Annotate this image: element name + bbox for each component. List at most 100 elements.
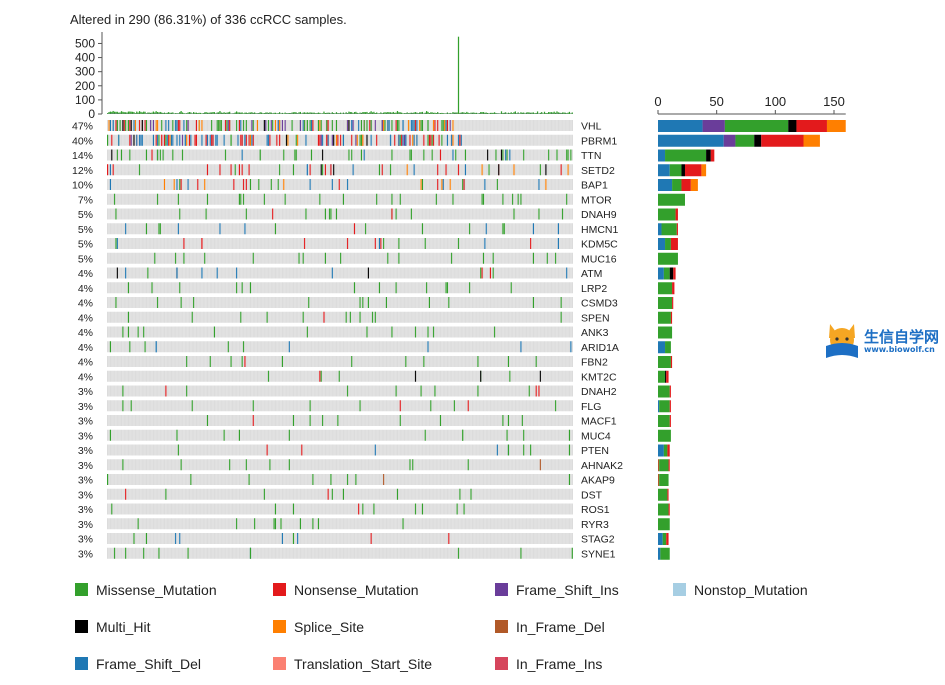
mutation-cell xyxy=(444,120,446,131)
mutation-cell xyxy=(568,444,571,456)
mutation-cell xyxy=(137,518,139,530)
tmb-bar xyxy=(342,112,345,114)
mutation-cell xyxy=(125,547,127,559)
mutation-cell xyxy=(492,267,494,279)
tmb-tick-label: 500 xyxy=(75,36,95,50)
mutation-cell xyxy=(351,134,353,146)
tmb-bar xyxy=(546,113,548,114)
mutation-cell xyxy=(507,444,510,456)
tmb-bar-other xyxy=(316,113,318,114)
tmb-bar-other xyxy=(446,113,449,114)
tmb-bar xyxy=(399,112,401,114)
tmb-bar xyxy=(535,112,537,114)
mutation-cell xyxy=(179,208,181,220)
tmb-bar xyxy=(495,112,497,114)
mutation-cell xyxy=(462,179,464,190)
mutation-cell xyxy=(452,120,454,131)
bar-segment xyxy=(658,311,671,324)
mutation-cell xyxy=(520,193,522,205)
mutation-cell xyxy=(511,193,514,205)
tmb-bar-other xyxy=(302,113,304,114)
mutation-cell xyxy=(119,120,121,131)
mutation-cell xyxy=(320,370,322,382)
legend-swatch xyxy=(75,583,88,596)
mutation-cell xyxy=(442,179,444,190)
bar-segment xyxy=(672,179,682,191)
mutation-cell xyxy=(382,238,385,249)
tmb-bar-other xyxy=(115,113,117,114)
mutation-cell xyxy=(457,547,460,559)
tmb-bar xyxy=(277,113,279,114)
bar-segment xyxy=(754,134,762,147)
tmb-bar xyxy=(388,112,390,114)
tmb-bar-other xyxy=(162,113,164,114)
mutation-cell xyxy=(190,134,192,146)
tmb-bar xyxy=(539,112,541,114)
mutation-cell xyxy=(467,459,469,471)
tmb-bar xyxy=(371,112,374,114)
mutation-cell xyxy=(571,547,573,559)
mutation-cell xyxy=(310,149,313,161)
tmb-bar xyxy=(238,112,240,114)
bar-segment xyxy=(669,400,671,413)
mutation-cell xyxy=(223,134,225,146)
tmb-bar xyxy=(281,112,283,114)
bar-segment xyxy=(661,223,677,236)
mutation-cell xyxy=(409,149,411,161)
mutation-cell xyxy=(306,120,308,131)
gene-label: KMT2C xyxy=(581,371,617,383)
mutation-cell xyxy=(523,444,525,456)
bar-segment xyxy=(660,547,670,560)
mutation-cell xyxy=(362,503,364,515)
legend-label: Nonstop_Mutation xyxy=(694,582,808,598)
mutation-cell xyxy=(309,164,311,176)
mutation-cell xyxy=(409,134,411,146)
tmb-bar xyxy=(567,112,569,114)
mutation-cell xyxy=(500,149,503,161)
mutation-cell xyxy=(464,164,467,176)
mutation-cell xyxy=(111,503,113,515)
tmb-bar xyxy=(303,112,306,114)
tmb-bar xyxy=(118,112,120,114)
mutation-cell xyxy=(240,311,242,323)
mutation-cell xyxy=(513,208,515,220)
tmb-bar xyxy=(305,112,307,114)
tmb-bar xyxy=(197,113,199,114)
legend: Missense_Mutation Nonsense_Mutation Frame_… xyxy=(75,582,808,672)
tmb-bar xyxy=(480,112,482,114)
legend-swatch xyxy=(495,583,508,596)
tmb-bar-other xyxy=(154,113,156,114)
gene-label: TTN xyxy=(581,150,601,162)
mutation-cell xyxy=(240,134,242,146)
mutation-cell xyxy=(111,134,113,146)
tmb-bar-other xyxy=(256,113,259,114)
mutation-cell xyxy=(370,533,372,544)
tmb-bar-other xyxy=(215,113,217,114)
mutation-cell xyxy=(324,208,326,220)
tmb-bar xyxy=(355,111,357,114)
mutation-cell xyxy=(460,134,462,146)
tmb-tick-label: 100 xyxy=(75,93,95,107)
mutation-cell xyxy=(367,297,369,308)
tmb-bar xyxy=(464,112,467,114)
mutation-cell xyxy=(366,326,368,338)
mutation-cell xyxy=(424,238,426,249)
mutation-cell xyxy=(201,267,203,279)
tmb-bar xyxy=(154,112,156,114)
mutation-cell xyxy=(244,134,246,146)
mutation-cell xyxy=(513,164,515,176)
tmb-bar xyxy=(427,111,429,114)
mutation-cell xyxy=(338,370,340,382)
bar-segment xyxy=(659,474,669,486)
mutation-cell xyxy=(270,179,272,190)
mutation-cell xyxy=(360,149,363,161)
mutation-cell xyxy=(297,533,299,544)
bar-segment xyxy=(658,415,670,427)
mutation-cell xyxy=(238,429,240,441)
mutation-cell xyxy=(560,297,562,308)
mutation-cell xyxy=(277,120,279,131)
tmb-bar xyxy=(198,112,200,114)
mutation-cell xyxy=(308,297,310,308)
mutation-cell xyxy=(509,149,511,161)
mutation-cell xyxy=(285,134,288,146)
